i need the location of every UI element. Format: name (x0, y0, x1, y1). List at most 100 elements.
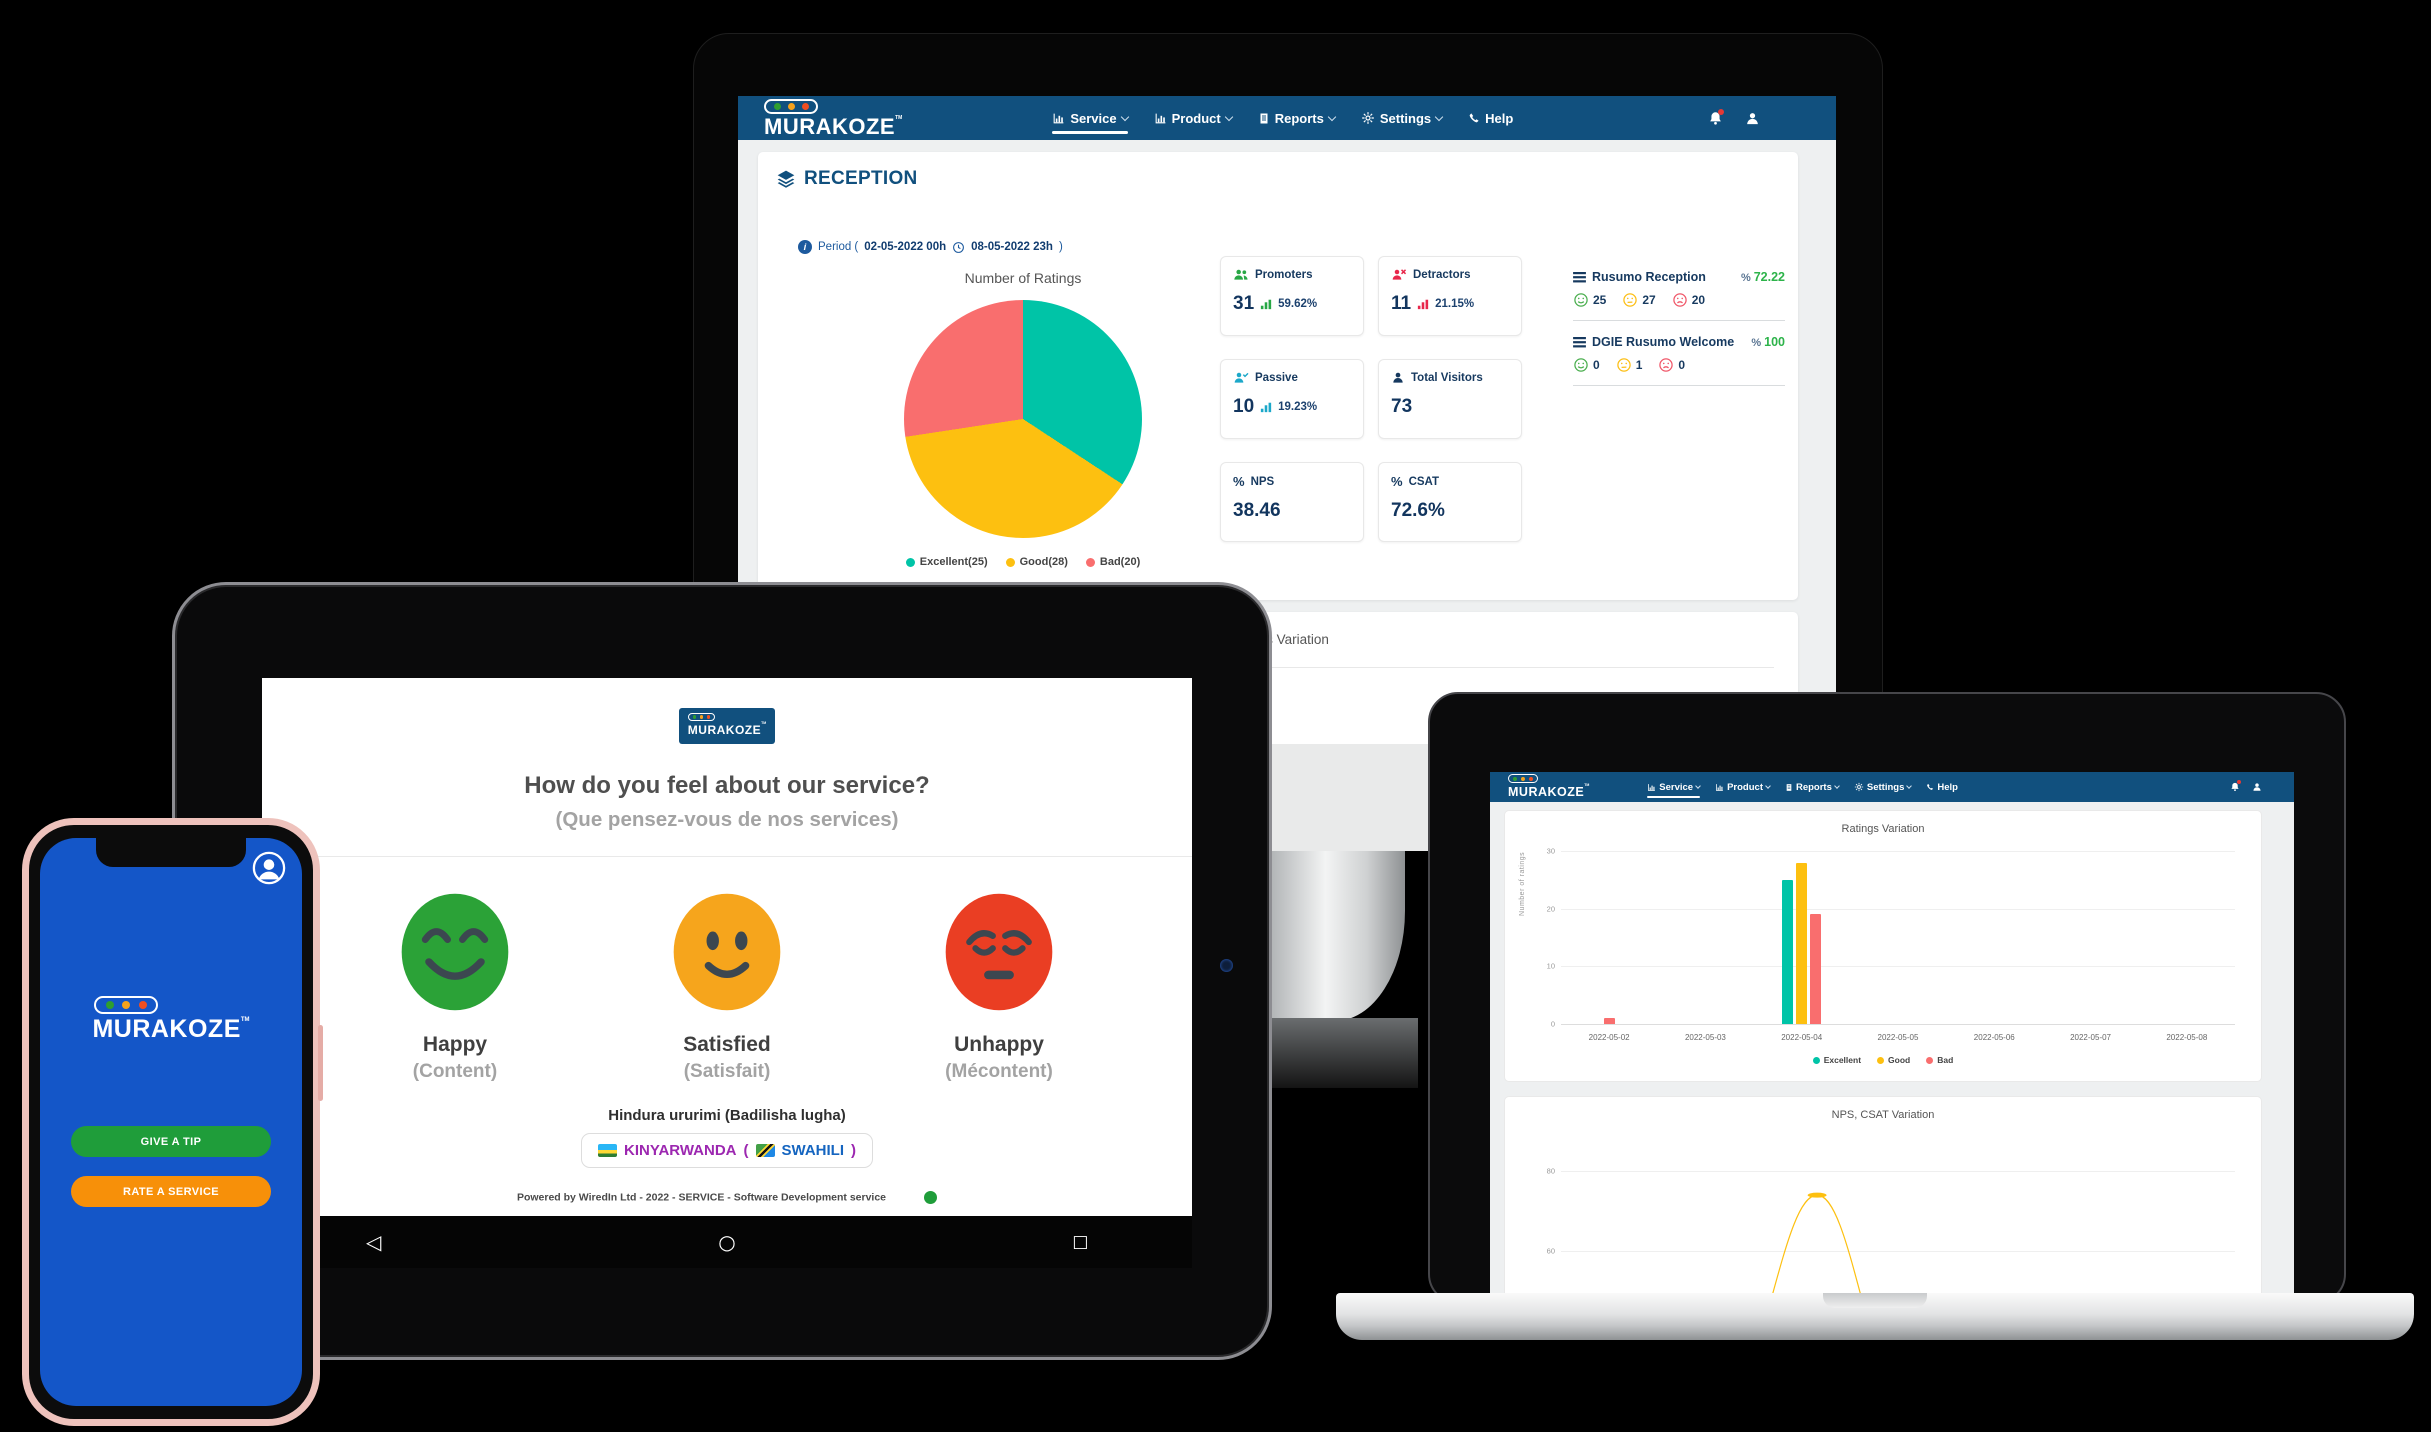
status-dot (924, 1191, 938, 1204)
mood-option-unhappy[interactable]: Unhappy (Mécontent) (904, 887, 1094, 1083)
count-value: 27 (1642, 293, 1656, 307)
murakoze-logo: MURAKOZETM (1508, 774, 1589, 800)
legend-item-good: Good(28) (1005, 556, 1068, 568)
y-tick: 60 (1546, 1246, 1555, 1256)
percent-icon (1391, 474, 1403, 489)
give-a-tip-button[interactable]: GIVE A TIP (71, 1126, 271, 1157)
gridline (1561, 966, 2235, 968)
score-value: 100 (1764, 335, 1785, 349)
nav-item-help[interactable]: Help (1926, 782, 1958, 793)
chart-title: Ratings Variation (1841, 823, 1925, 835)
bar-bad (1603, 1018, 1615, 1024)
logo-dots-pill (764, 98, 818, 114)
tablet-screen: MURAKOZETM How do you feel about our ser… (262, 678, 1192, 1268)
desktop-page: RECEPTION i Period ( 02-05-2022 00h 08-0… (738, 140, 1836, 745)
gridline (1561, 851, 2235, 852)
bar-chart-icon (1052, 112, 1065, 125)
rwanda-flag-icon (597, 1144, 617, 1157)
mood-option-satisfied[interactable]: Satisfied (Satisfait) (632, 887, 822, 1083)
legend-item-bad: Bad(20) (1085, 556, 1141, 568)
logo-dot-orange (1529, 776, 1533, 781)
satisfied-emoji-icon (665, 887, 789, 1017)
count-value: 1 (1635, 358, 1643, 372)
location-name: Rusumo Reception (1592, 270, 1706, 284)
bar-excellent (1782, 879, 1794, 1024)
mood-translation: (Content) (412, 1061, 498, 1082)
brand-name: MURAKOZE (1508, 785, 1585, 799)
nav-item-product[interactable]: Product (1154, 110, 1233, 126)
bar-bad (1810, 914, 1822, 1024)
nav-item-settings[interactable]: Settings (1361, 111, 1444, 126)
nav-item-help[interactable]: Help (1468, 111, 1513, 126)
location-row-dgie-rusumo-welcome[interactable]: DGIE Rusumo Welcome 100 (1573, 335, 1785, 349)
pie-chart-title: Number of Ratings (964, 270, 1082, 286)
laptop-page: Ratings Variation Number of ratings 30 2… (1490, 802, 2294, 1293)
bar-group-2022-05-05 (1850, 851, 1946, 1024)
location-row-rusumo-reception[interactable]: Rusumo Reception 72.22 (1573, 270, 1785, 284)
divider (1573, 385, 1785, 386)
notifications-bell-icon[interactable] (2230, 780, 2241, 792)
divider (782, 667, 1774, 668)
gears-icon (1361, 111, 1375, 125)
legend-label: Bad(20) (1099, 556, 1141, 568)
bar-group-2022-05-03 (1657, 851, 1753, 1024)
sad-face-icon (1658, 357, 1674, 373)
nav-item-settings[interactable]: Settings (1854, 782, 1913, 793)
language-prompt: Hindura ururimi (Badilisha lugha) (608, 1107, 846, 1124)
stat-value: 11 (1391, 293, 1412, 314)
murakoze-logo: MURAKOZETM (40, 996, 302, 1042)
notifications-bell-icon[interactable] (1708, 108, 1724, 126)
chevron-down-icon (1834, 783, 1840, 789)
nav-item-service[interactable]: Service (1052, 111, 1129, 134)
stat-card-promoters: Promoters 31 59.62% (1220, 256, 1364, 336)
period-end: 08-05-2022 23h (971, 241, 1053, 253)
mood-option-happy[interactable]: Happy (Content) (360, 887, 550, 1083)
rate-a-service-button[interactable]: RATE A SERVICE (71, 1176, 271, 1207)
ratings-variation-chart-card: Ratings Variation Number of ratings 30 2… (1504, 810, 2262, 1082)
x-tick: 2022-05-03 (1684, 1033, 1726, 1042)
language-switch-button[interactable]: KINYARWANDA ( SWAHILI ) (580, 1133, 873, 1168)
language-secondary: SWAHILI (781, 1142, 845, 1159)
laptop: MURAKOZETM Service Product Reports Setti… (1428, 692, 2346, 1304)
period-label: Period ( (818, 241, 859, 253)
info-icon: i (798, 240, 812, 254)
profile-avatar-icon[interactable] (252, 851, 286, 890)
stats-grid: Promoters 31 59.62% Detractors 11 21.15% P… (1220, 256, 1522, 542)
bar-chart-plot: 30 20 10 0 (1547, 847, 2235, 1029)
neutral-count: 27 (1622, 292, 1656, 308)
mood-label: Happy (422, 1033, 488, 1056)
count-value: 0 (1678, 358, 1686, 372)
chevron-down-icon (1224, 112, 1233, 121)
csat-line-series (1561, 1192, 2235, 1293)
gridline (1561, 1250, 2235, 1252)
android-home-icon[interactable]: ○ (718, 1230, 736, 1254)
nav-label: Reports (1274, 110, 1324, 126)
footer-text: Powered by WiredIn Ltd - 2022 - SERVICE … (516, 1191, 887, 1204)
logo-dot-green (1513, 776, 1517, 781)
android-recents-icon[interactable]: □ (1072, 1232, 1089, 1252)
layers-icon (776, 169, 796, 189)
bar-chart-icon (1715, 783, 1724, 792)
android-back-icon[interactable]: ◁ (365, 1230, 382, 1254)
stat-percent: 59.62% (1278, 298, 1318, 310)
legend-label: Excellent(25) (919, 556, 988, 568)
nav-item-reports[interactable]: Reports (1258, 110, 1337, 126)
people-icon (1233, 268, 1249, 282)
legend-label: Bad (1937, 1055, 1954, 1065)
logo-dot-green (692, 715, 697, 719)
nav-item-reports[interactable]: Reports (1785, 782, 1840, 793)
stat-value: 31 (1233, 293, 1255, 314)
account-user-icon[interactable] (1745, 111, 1760, 126)
nav-label: Product (1171, 110, 1221, 126)
unhappy-emoji-icon (937, 887, 1061, 1017)
y-tick: 20 (1546, 904, 1555, 914)
nav-item-service[interactable]: Service (1647, 782, 1701, 798)
paren: ( (743, 1142, 749, 1159)
report-icon (1785, 783, 1793, 792)
account-user-icon[interactable] (2252, 782, 2262, 792)
nav-item-product[interactable]: Product (1715, 782, 1771, 793)
mini-bars-icon (1417, 298, 1429, 310)
clock-icon (952, 241, 965, 254)
chevron-down-icon (1120, 112, 1129, 121)
brand-name: MURAKOZE (92, 1015, 241, 1043)
